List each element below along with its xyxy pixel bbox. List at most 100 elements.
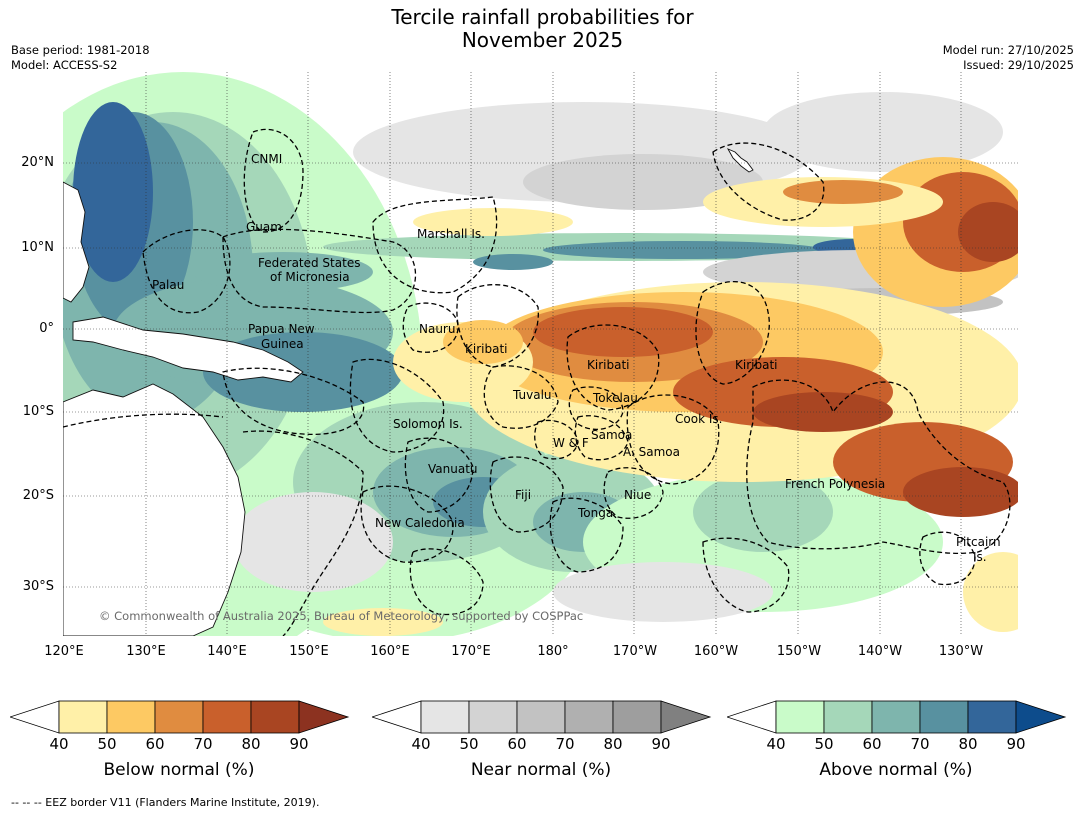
- colorbar-below-tick: 80: [241, 735, 261, 753]
- probability-contour: [543, 241, 823, 259]
- label-png-line1: Papua New: [248, 322, 315, 336]
- label-pitcairn-line1: Pitcairn: [956, 535, 1001, 549]
- probability-contour: [443, 320, 523, 364]
- colorbar-above-under-extension: [727, 700, 777, 734]
- probability-contour: [783, 180, 903, 204]
- colorbar-near-over-extension: [660, 700, 712, 734]
- eez-palau: [142, 229, 231, 314]
- eez-new-caledonia: [360, 485, 454, 563]
- label-pitcairn-line2: Is.: [973, 550, 987, 564]
- colorbar-above-swatch: [871, 700, 921, 734]
- eez-tonga: [549, 497, 624, 573]
- label-tokelau: Tokelau: [592, 391, 638, 405]
- probability-contour: [903, 467, 1018, 517]
- metadata-right: Model run: 27/10/2025 Issued: 29/10/2025: [943, 43, 1074, 73]
- colorbar-above-tick: 80: [958, 735, 978, 753]
- colorbar-below-normal: [10, 700, 350, 734]
- lat-label-10n: 10°N: [21, 240, 54, 255]
- colorbar-above-over-extension: [1015, 700, 1067, 734]
- colorbar-above-tick: 70: [910, 735, 930, 753]
- colorbar-title-near: Near normal (%): [470, 760, 612, 780]
- label-tonga: Tonga: [577, 506, 613, 520]
- colorbar-above-tick: 90: [1006, 735, 1026, 753]
- lat-label-equator: 0°: [39, 321, 54, 336]
- eez-hawaii: [712, 142, 825, 221]
- lat-label-20s: 20°S: [22, 488, 54, 503]
- eez-footnote: -- -- -- EEZ border V11 (Flanders Marine…: [11, 796, 320, 809]
- eez-tuvalu: [483, 365, 559, 429]
- colorbar-below-tick: 60: [145, 735, 165, 753]
- eez-cook: [626, 394, 720, 485]
- label-cook: Cook Is.: [675, 412, 722, 426]
- colorbar-above-tick: 40: [766, 735, 786, 753]
- label-png-line2: Guinea: [261, 337, 304, 351]
- australia-land: [63, 383, 246, 636]
- label-niue: Niue: [624, 488, 651, 502]
- lon-label-130e: 130°E: [126, 644, 166, 659]
- colorbar-near-under-extension: [372, 700, 422, 734]
- probability-contour: [73, 102, 153, 282]
- colorbar-below-tick: 40: [49, 735, 69, 753]
- philippines-land: [63, 181, 90, 303]
- colorbar-near-tick: 80: [603, 735, 623, 753]
- colorbar-near-tick: 90: [651, 735, 671, 753]
- lon-label-160e: 160°E: [370, 644, 410, 659]
- title-line-1: Tercile rainfall probabilities for: [391, 5, 694, 29]
- colorbar-below-tick: 50: [97, 735, 117, 753]
- lon-label-120e: 120°E: [44, 644, 84, 659]
- colorbar-title-below: Below normal (%): [103, 760, 255, 780]
- probability-contour: [553, 562, 773, 622]
- label-cnmi: CNMI: [251, 152, 282, 166]
- colorbar-above-swatch: [775, 700, 825, 734]
- label-kiribati-west: Kiribati: [465, 342, 507, 356]
- label-guam: Guam: [246, 220, 282, 234]
- colorbar-above-swatch: [967, 700, 1017, 734]
- probability-contour: [233, 492, 393, 592]
- colorbar-above-tick: 60: [862, 735, 882, 753]
- colorbar-near-swatch: [516, 700, 566, 734]
- label-marshall: Marshall Is.: [417, 227, 485, 241]
- label-samoa: Samoa: [591, 428, 632, 442]
- lon-label-170w: 170°W: [612, 644, 658, 659]
- title-line-2: November 2025: [461, 28, 624, 52]
- probability-contour: [323, 608, 443, 636]
- colorbar-near-swatch: [612, 700, 662, 734]
- copyright-credit: © Commonwealth of Australia 2025, Bureau…: [99, 609, 584, 623]
- colorbar-title-above: Above normal (%): [819, 760, 973, 780]
- colorbar-near-tick: 50: [459, 735, 479, 753]
- eez-australia-north: [63, 413, 224, 428]
- colorbar-below-swatch: [250, 700, 300, 734]
- colorbar-near-swatch: [564, 700, 614, 734]
- lon-label-150e: 150°E: [289, 644, 329, 659]
- lon-label-180: 180°: [537, 644, 569, 659]
- new-guinea-land: [72, 316, 304, 383]
- lon-label-160w: 160°W: [693, 644, 739, 659]
- colorbar-near-tick: 60: [507, 735, 527, 753]
- model-run: Model run: 27/10/2025: [942, 43, 1074, 57]
- colorbar-above-swatch: [919, 700, 969, 734]
- eez-fiji: [489, 456, 564, 533]
- label-american-samoa: A. Samoa: [623, 445, 680, 459]
- land-masses: [63, 148, 754, 636]
- map-title: Tercile rainfall probabilities for Novem…: [0, 6, 1085, 52]
- colorbar-below-swatch: [202, 700, 252, 734]
- label-vanuatu: Vanuatu: [428, 462, 478, 476]
- eez-australia-east: [242, 430, 364, 636]
- colorbar-above-tick: 50: [814, 735, 834, 753]
- label-nauru: Nauru: [419, 322, 455, 336]
- label-kiribati-east: Kiribati: [735, 358, 777, 372]
- colorbar-near-swatch: [468, 700, 518, 734]
- lon-label-170e: 170°E: [451, 644, 491, 659]
- eez-vanuatu: [404, 437, 474, 513]
- place-labels: CNMI Guam Marshall Is. Federated States …: [152, 152, 1001, 564]
- eez-png-south: [222, 367, 365, 436]
- probability-map: CNMI Guam Marshall Is. Federated States …: [63, 72, 1018, 636]
- colorbar-below-tick: 70: [193, 735, 213, 753]
- eez-nauru: [402, 302, 459, 353]
- base-period: Base period: 1981-2018: [11, 43, 150, 57]
- label-fsm-line1: Federated States: [258, 256, 360, 270]
- colorbar-below-tick: 90: [289, 735, 309, 753]
- label-french-polynesia: French Polynesia: [785, 477, 885, 491]
- lat-label-10s: 10°S: [22, 404, 54, 419]
- colorbar-near-tick: 70: [555, 735, 575, 753]
